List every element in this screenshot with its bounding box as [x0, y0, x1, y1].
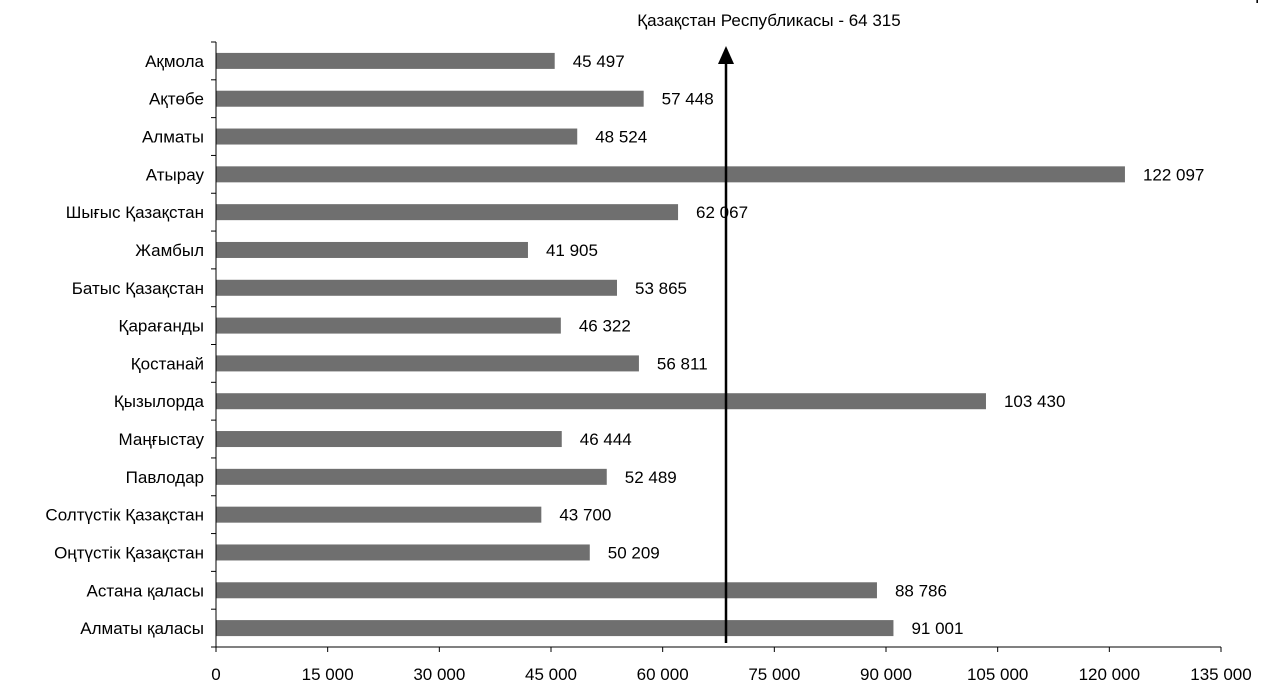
x-tick-label: 60 000	[637, 665, 689, 684]
x-ticks-group: 0 15 000 30 000 45 000 60 000 75 000 90 000 105…	[211, 647, 1252, 684]
bar	[216, 52, 555, 69]
data-label: 103 430	[1004, 392, 1065, 411]
category-label: Жамбыл	[135, 241, 204, 260]
x-tick-label: 120 000	[1079, 665, 1140, 684]
category-label: Павлодар	[126, 468, 204, 487]
bar	[216, 393, 986, 410]
bars-group	[216, 52, 1125, 637]
data-label: 50 209	[608, 543, 660, 562]
data-label: 88 786	[895, 581, 947, 600]
reference-arrowhead	[718, 46, 734, 64]
x-tick-label: 45 000	[525, 665, 577, 684]
data-label: 43 700	[559, 506, 611, 525]
data-label: 46 444	[580, 430, 632, 449]
bar	[216, 204, 679, 221]
data-label: 56 811	[657, 354, 708, 373]
value-labels-group: 45 497 57 448 48 524 122 097 62 067 41 905 53 …	[546, 52, 1204, 638]
data-label: 48 524	[595, 128, 647, 147]
x-tick-label: 90 000	[860, 665, 912, 684]
data-label: 57 448	[662, 90, 714, 109]
data-label: 53 865	[635, 279, 687, 298]
bar	[216, 128, 578, 145]
bar	[216, 355, 639, 372]
category-label: Қостанай	[131, 354, 204, 373]
category-label: Қарағанды	[119, 317, 204, 336]
x-tick-label: 0	[211, 665, 220, 684]
x-tick-label: 15 000	[302, 665, 354, 684]
bar	[216, 544, 590, 561]
bar	[216, 506, 542, 523]
bar	[216, 620, 894, 637]
reference-label: Қазақстан Республикасы - 64 315	[637, 11, 900, 30]
data-label: 91 001	[911, 619, 963, 638]
category-label: Алматы	[142, 128, 204, 147]
category-labels-group: Ақмола Ақтөбе Алматы Атырау Шығыс Қазақстан Ж…	[45, 52, 204, 638]
category-label: Қызылорда	[114, 392, 205, 411]
data-label: 46 322	[579, 317, 631, 336]
bar	[216, 90, 644, 107]
x-tick-label: 105 000	[967, 665, 1028, 684]
category-label: Алматы қаласы	[80, 619, 204, 638]
bar	[216, 241, 528, 258]
category-label: Солтүстік Қазақстан	[45, 506, 204, 525]
category-label: Ақмола	[145, 52, 204, 71]
corner-text: Т	[1252, 0, 1262, 7]
x-tick-label: 75 000	[748, 665, 800, 684]
bar	[216, 279, 617, 296]
y-ticks-group	[211, 41, 216, 648]
bar	[216, 582, 877, 599]
category-label: Батыс Қазақстан	[72, 279, 204, 298]
category-label: Оңтүстік Қазақстан	[54, 543, 204, 562]
category-label: Шығыс Қазақстан	[66, 203, 204, 222]
bar	[216, 317, 561, 334]
category-label: Ақтөбе	[149, 90, 204, 109]
bar	[216, 468, 607, 485]
data-label: 45 497	[573, 52, 625, 71]
reference-line-group: Қазақстан Республикасы - 64 315	[637, 11, 901, 643]
category-label: Астана қаласы	[87, 581, 204, 600]
bar	[216, 166, 1125, 183]
data-label: 62 067	[696, 203, 748, 222]
category-label: Маңғыстау	[119, 430, 205, 449]
bar	[216, 431, 562, 448]
data-label: 41 905	[546, 241, 598, 260]
x-tick-label: 30 000	[413, 665, 465, 684]
x-tick-label: 135 000	[1190, 665, 1251, 684]
data-label: 52 489	[625, 468, 677, 487]
data-label: 122 097	[1143, 165, 1204, 184]
category-label: Атырау	[146, 165, 205, 184]
